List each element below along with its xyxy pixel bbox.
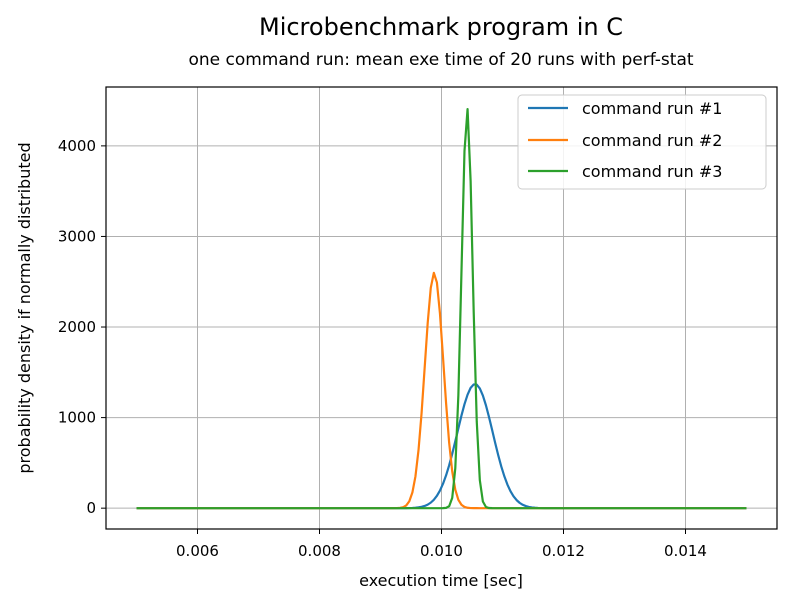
y-tick-label: 2000 <box>58 318 96 336</box>
y-tick-label: 1000 <box>58 409 96 427</box>
legend-label-run-3: command run #3 <box>582 162 722 181</box>
x-tick-label: 0.014 <box>664 542 707 560</box>
y-tick-label: 0 <box>86 499 96 517</box>
y-tick-label: 4000 <box>58 137 96 155</box>
legend-label-run-2: command run #2 <box>582 131 722 150</box>
legend-label-run-1: command run #1 <box>582 99 722 118</box>
y-tick-label: 3000 <box>58 227 96 245</box>
chart-title: Microbenchmark program in C <box>259 13 623 41</box>
x-tick-label: 0.006 <box>176 542 219 560</box>
legend: command run #1 command run #2 command ru… <box>517 94 767 190</box>
axis-ticks: 0.006 0.008 0.010 0.012 0.014 0 1000 2000 3000 40… <box>58 137 707 560</box>
x-axis-label: execution time [sec] <box>359 571 523 590</box>
x-tick-label: 0.008 <box>298 542 341 560</box>
x-tick-label: 0.012 <box>542 542 585 560</box>
series-line-run-3 <box>136 107 747 510</box>
legend-box <box>517 94 767 190</box>
series-lines <box>136 107 747 510</box>
x-tick-label: 0.010 <box>420 542 463 560</box>
y-axis-label: probability density if normally distribu… <box>15 142 34 473</box>
chart-subtitle: one command run: mean exe time of 20 run… <box>188 50 693 70</box>
